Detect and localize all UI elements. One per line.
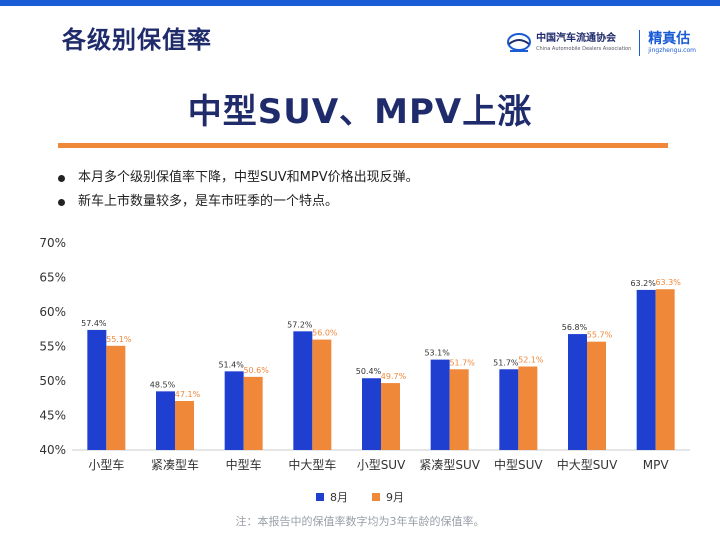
logo-group: 中国汽车流通协会 China Automobile Dealers Associ… — [506, 26, 696, 60]
data-label-aug: 53.1% — [424, 349, 450, 358]
y-tick-label: 60% — [39, 305, 66, 319]
jzg-logo: 精真估 jingzhengu.com — [648, 31, 696, 55]
data-label-sep: 63.3% — [655, 278, 681, 287]
x-tick-label: 紧凑型SUV — [419, 458, 480, 472]
data-label-sep: 47.1% — [175, 390, 201, 399]
data-label-aug: 57.2% — [287, 320, 313, 329]
data-label-aug: 48.5% — [150, 380, 176, 389]
bar-aug — [156, 391, 175, 450]
cada-emblem-icon — [507, 33, 532, 52]
x-tick-label: 中型车 — [226, 457, 262, 472]
data-label-aug: 57.4% — [81, 319, 107, 328]
page-title: 各级别保值率 — [62, 26, 212, 54]
bar-aug — [499, 369, 519, 450]
bullet-item: 本月多个级别保值率下降，中型SUV和MPV价格出现反弹。 — [58, 166, 419, 190]
x-tick-label: 中型SUV — [494, 457, 543, 472]
legend-label-aug: 8月 — [330, 491, 348, 504]
top-accent-bar — [0, 0, 720, 6]
cada-logo: 中国汽车流通协会 China Automobile Dealers Associ… — [506, 32, 631, 54]
legend-label-sep: 9月 — [386, 491, 404, 504]
bar-aug — [362, 378, 381, 450]
x-tick-label: 中大型车 — [288, 457, 336, 472]
bar-aug — [224, 371, 244, 450]
x-tick-label: 中大型SUV — [557, 457, 618, 472]
data-label-sep: 49.7% — [381, 372, 407, 381]
bullet-dot-icon — [58, 198, 65, 206]
data-label-sep: 56.0% — [312, 329, 338, 338]
bar-sep — [243, 376, 263, 450]
cada-logo-cn: 中国汽车流通协会 — [536, 33, 617, 44]
x-tick-label: 小型车 — [88, 457, 124, 472]
legend-swatch-sep — [372, 493, 380, 501]
legend-item-sep: 9月 — [372, 489, 404, 505]
bar-sep — [449, 369, 469, 450]
bar-aug — [293, 331, 313, 450]
bullet-dot-icon — [58, 174, 65, 182]
jzg-logo-cn: 精真估 — [648, 31, 691, 47]
data-label-aug: 50.4% — [356, 367, 382, 376]
bar-aug — [430, 359, 450, 450]
bar-aug — [87, 329, 107, 450]
bullet-text: 新车上市数量较多，是车市旺季的一个特点。 — [78, 194, 339, 209]
y-tick-label: 55% — [39, 340, 66, 354]
y-tick-label: 45% — [39, 409, 66, 423]
bar-sep — [106, 345, 126, 450]
data-label-aug: 51.7% — [493, 358, 519, 367]
x-tick-label: 小型SUV — [357, 458, 406, 472]
data-label-sep: 52.1% — [518, 356, 544, 365]
bullet-item: 新车上市数量较多，是车市旺季的一个特点。 — [58, 190, 419, 214]
bar-sep — [381, 383, 400, 450]
x-tick-label: 紧凑型车 — [151, 457, 199, 472]
data-label-aug: 63.2% — [630, 279, 656, 288]
legend-swatch-aug — [316, 493, 324, 501]
bar-aug — [636, 289, 656, 450]
x-tick-label: MPV — [643, 458, 670, 472]
bullet-list: 本月多个级别保值率下降，中型SUV和MPV价格出现反弹。 新车上市数量较多，是车… — [58, 166, 419, 214]
y-tick-label: 50% — [39, 374, 66, 388]
y-tick-label: 70% — [39, 236, 66, 250]
y-tick-label: 65% — [39, 271, 66, 285]
chart-legend: 8月 9月 — [0, 489, 720, 505]
data-label-aug: 51.4% — [218, 360, 244, 369]
data-label-sep: 55.7% — [587, 331, 613, 340]
jzg-logo-url: jingzhengu.com — [648, 47, 696, 54]
bar-sep — [175, 401, 194, 450]
logo-divider — [639, 30, 641, 56]
data-label-aug: 56.8% — [562, 323, 588, 332]
bar-sep — [518, 366, 538, 450]
bar-sep — [655, 289, 675, 450]
y-tick-label: 40% — [39, 443, 66, 457]
cada-logo-en: China Automobile Dealers Association — [536, 46, 632, 52]
footnote: 注：本报告中的保值率数字均为3年车龄的保值率。 — [235, 515, 485, 528]
bar-sep — [312, 339, 332, 450]
bullet-text: 本月多个级别保值率下降，中型SUV和MPV价格出现反弹。 — [78, 170, 419, 185]
data-label-sep: 55.1% — [106, 335, 132, 344]
data-label-sep: 51.7% — [449, 358, 475, 367]
headline: 中型SUV、MPV上涨 — [187, 92, 533, 132]
data-label-sep: 50.6% — [243, 366, 269, 375]
bar-sep — [587, 341, 606, 450]
bar-aug — [568, 334, 587, 450]
headline-underline — [58, 143, 668, 148]
legend-item-aug: 8月 — [316, 489, 348, 505]
